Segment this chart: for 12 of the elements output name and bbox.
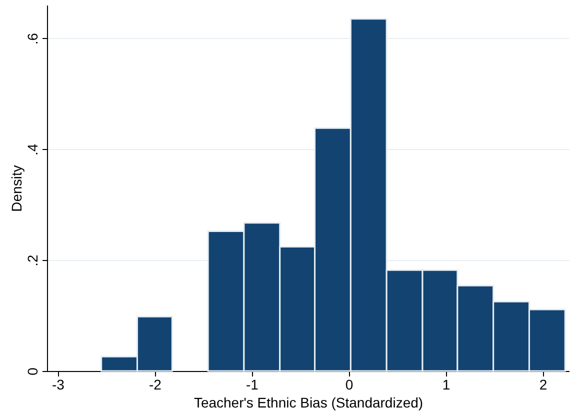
x-tick-label: 2 (539, 376, 548, 392)
x-tick-label: 1 (442, 376, 450, 392)
y-tick-label: .2 (24, 254, 40, 266)
y-tick-label: 0 (24, 367, 40, 376)
x-tick-label: 0 (345, 376, 354, 392)
x-axis-title: Teacher's Ethnic Bias (Standardized) (194, 394, 424, 410)
y-tick-label: .4 (24, 144, 40, 156)
x-tick-label: -3 (52, 376, 65, 392)
x-tick-label: -2 (148, 376, 162, 392)
y-tick-label: .6 (24, 32, 40, 45)
y-axis-title: Density (8, 165, 24, 212)
x-tick-label: -1 (246, 376, 259, 392)
